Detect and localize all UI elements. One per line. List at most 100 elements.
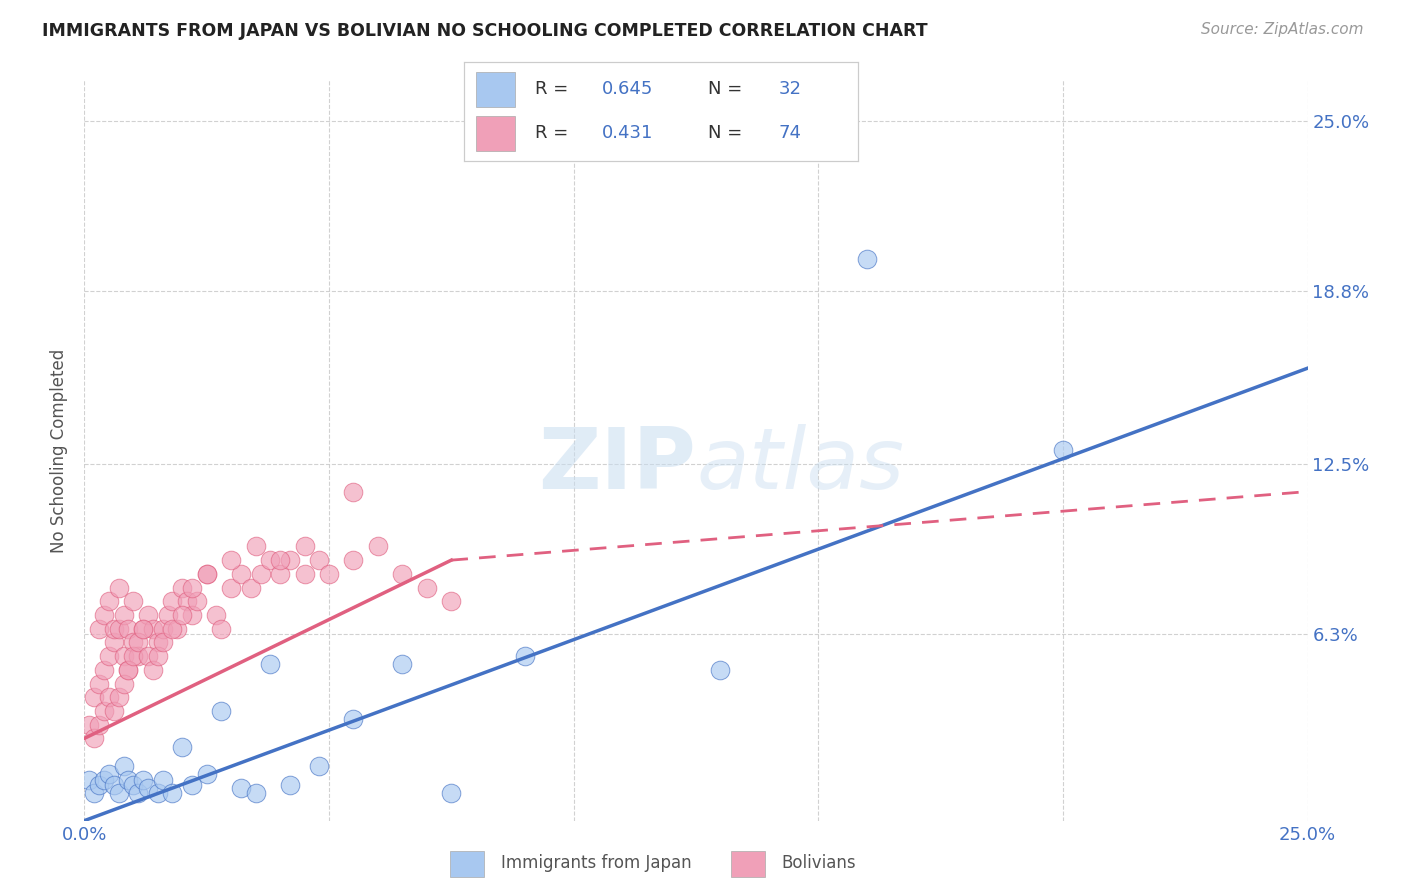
- Point: [440, 786, 463, 800]
- Point: [87, 717, 110, 731]
- Y-axis label: No Schooling Completed: No Schooling Completed: [51, 349, 69, 552]
- Point: [117, 663, 139, 677]
- Point: [219, 581, 242, 595]
- Point: [132, 622, 155, 636]
- Point: [146, 786, 169, 800]
- Bar: [475, 72, 515, 107]
- Point: [117, 772, 139, 787]
- Point: [342, 712, 364, 726]
- Point: [87, 676, 110, 690]
- Point: [166, 622, 188, 636]
- Point: [83, 731, 105, 746]
- Point: [117, 663, 139, 677]
- Point: [172, 581, 194, 595]
- Point: [87, 622, 110, 636]
- Point: [513, 649, 536, 664]
- Point: [97, 649, 120, 664]
- Point: [107, 581, 129, 595]
- Point: [122, 635, 145, 649]
- Text: Bolivians: Bolivians: [782, 854, 856, 872]
- Point: [245, 540, 267, 554]
- Point: [136, 780, 159, 795]
- Text: R =: R =: [534, 80, 574, 98]
- Point: [162, 622, 184, 636]
- Point: [245, 786, 267, 800]
- Point: [146, 649, 169, 664]
- Point: [308, 759, 330, 773]
- Text: Immigrants from Japan: Immigrants from Japan: [501, 854, 692, 872]
- Point: [181, 607, 204, 622]
- Point: [122, 594, 145, 608]
- Point: [294, 566, 316, 581]
- Point: [440, 594, 463, 608]
- Point: [249, 566, 271, 581]
- Point: [195, 566, 218, 581]
- Point: [122, 778, 145, 792]
- Point: [219, 553, 242, 567]
- Point: [107, 786, 129, 800]
- Point: [93, 663, 115, 677]
- Point: [136, 607, 159, 622]
- Point: [416, 581, 439, 595]
- Bar: [450, 851, 484, 877]
- Point: [391, 566, 413, 581]
- Point: [112, 607, 135, 622]
- Point: [205, 607, 228, 622]
- Point: [342, 553, 364, 567]
- Point: [172, 607, 194, 622]
- Text: atlas: atlas: [696, 424, 904, 507]
- Point: [93, 704, 115, 718]
- Point: [127, 786, 149, 800]
- Point: [83, 690, 105, 705]
- Point: [229, 566, 252, 581]
- Point: [117, 622, 139, 636]
- Point: [103, 622, 125, 636]
- Point: [77, 772, 100, 787]
- Point: [97, 690, 120, 705]
- Point: [152, 772, 174, 787]
- Point: [259, 657, 281, 672]
- Point: [195, 767, 218, 781]
- Bar: [731, 851, 765, 877]
- Point: [172, 739, 194, 754]
- Text: 0.645: 0.645: [602, 80, 654, 98]
- Point: [103, 635, 125, 649]
- Point: [342, 484, 364, 499]
- Point: [132, 772, 155, 787]
- Point: [294, 540, 316, 554]
- Point: [93, 772, 115, 787]
- Point: [239, 581, 262, 595]
- Point: [142, 622, 165, 636]
- Point: [83, 786, 105, 800]
- Point: [132, 622, 155, 636]
- Point: [391, 657, 413, 672]
- Point: [103, 704, 125, 718]
- Point: [278, 553, 301, 567]
- Point: [87, 778, 110, 792]
- Point: [156, 607, 179, 622]
- Text: N =: N =: [709, 80, 748, 98]
- Text: R =: R =: [534, 124, 574, 142]
- Point: [1052, 443, 1074, 458]
- Point: [136, 649, 159, 664]
- Point: [127, 649, 149, 664]
- Point: [318, 566, 340, 581]
- Point: [112, 649, 135, 664]
- Point: [152, 622, 174, 636]
- Point: [269, 553, 291, 567]
- Point: [209, 622, 232, 636]
- Point: [181, 778, 204, 792]
- Point: [122, 649, 145, 664]
- Point: [127, 635, 149, 649]
- Point: [709, 663, 731, 677]
- Point: [107, 690, 129, 705]
- Point: [209, 704, 232, 718]
- Text: 0.431: 0.431: [602, 124, 654, 142]
- Point: [195, 566, 218, 581]
- Point: [259, 553, 281, 567]
- Point: [278, 778, 301, 792]
- Point: [162, 786, 184, 800]
- Point: [181, 581, 204, 595]
- Point: [97, 594, 120, 608]
- Point: [152, 635, 174, 649]
